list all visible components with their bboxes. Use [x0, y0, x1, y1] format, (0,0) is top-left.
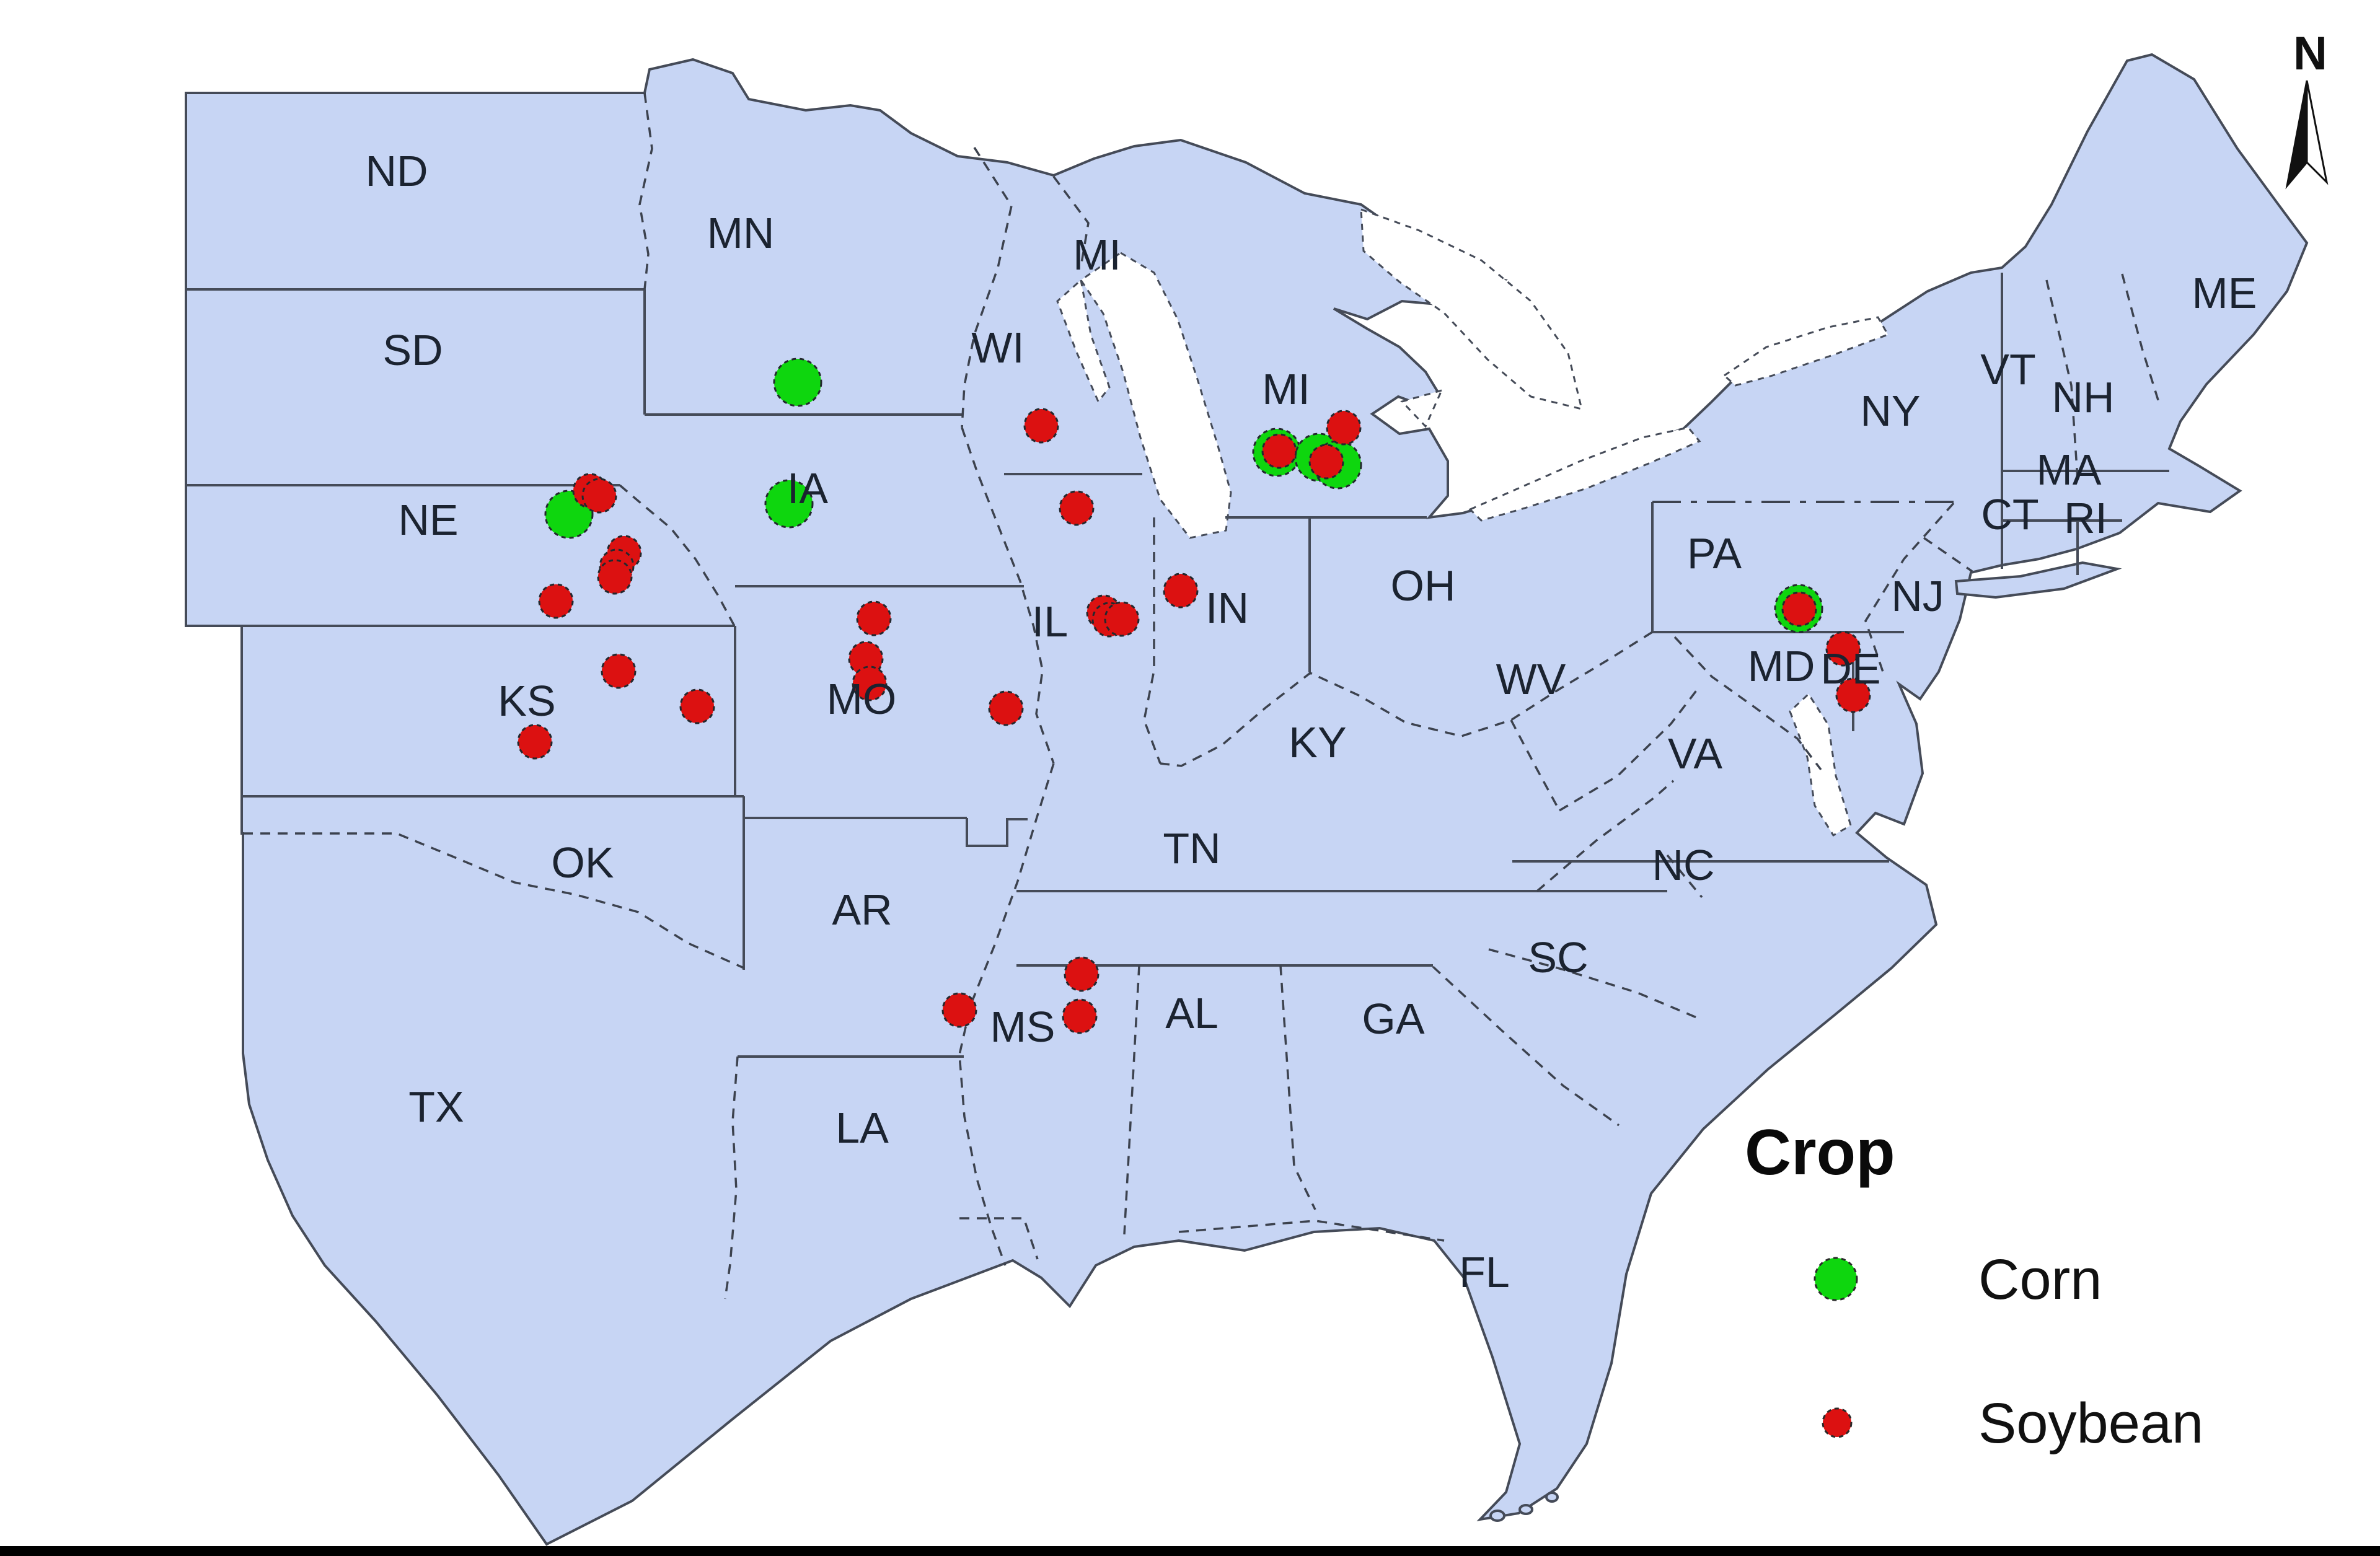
- soybean-point: [679, 688, 715, 724]
- soybean-point: [1023, 408, 1059, 444]
- state-label-nj: NJ: [1891, 572, 1944, 620]
- north-arrow-label: N: [2293, 27, 2327, 80]
- legend-title: Crop: [1745, 1117, 1895, 1189]
- state-label-la: LA: [835, 1104, 889, 1152]
- state-label-ky: KY: [1289, 718, 1346, 767]
- state-label-in: IN: [1205, 584, 1249, 632]
- state-label-il: IL: [1032, 597, 1068, 646]
- state-label-mo: MO: [827, 675, 897, 723]
- state-labels-layer: ND SD NE KS OK TX MN IA MO AR LA WI IL MI MI IN OH KY TN MS…: [365, 147, 2257, 1296]
- lake-huron: [1360, 208, 1584, 411]
- state-label-oh: OH: [1391, 561, 1456, 610]
- state-label-ia: IA: [787, 464, 828, 512]
- state-label-fl: FL: [1459, 1248, 1510, 1296]
- state-label-ga: GA: [1362, 995, 1424, 1043]
- lake-michigan: [1056, 252, 1232, 539]
- state-borders-rivers: [243, 92, 2161, 1299]
- state-label-sc: SC: [1528, 933, 1588, 982]
- state-label-ny: NY: [1860, 387, 1920, 435]
- legend: Crop Corn Soybean: [1745, 1117, 2203, 1455]
- north-arrow-needle-right: [2306, 80, 2329, 185]
- soybean-point: [601, 653, 637, 689]
- crop-points-layer: [517, 358, 1871, 1034]
- soybean-point: [1825, 631, 1861, 667]
- state-label-wi: WI: [971, 323, 1025, 372]
- state-label-va: VA: [1668, 729, 1722, 778]
- soybean-point: [1059, 490, 1095, 526]
- florida-keys-islet: [1518, 1504, 1533, 1515]
- soybean-point: [1835, 677, 1871, 713]
- lake-ontario: [1722, 316, 1890, 387]
- state-label-md: MD: [1748, 642, 1815, 690]
- chesapeake-bay: [1789, 692, 1852, 837]
- florida-keys-islet: [1489, 1510, 1505, 1522]
- state-borders-solid: [186, 273, 2169, 1058]
- soybean-point: [856, 600, 892, 636]
- soybean-point: [1163, 573, 1199, 609]
- state-label-al: AL: [1165, 989, 1219, 1037]
- state-label-nc: NC: [1652, 841, 1714, 889]
- soybean-point: [1261, 433, 1297, 469]
- soybean-point: [1308, 444, 1344, 480]
- state-label-mi: MI: [1262, 365, 1310, 413]
- state-label-mn: MN: [707, 209, 775, 257]
- state-label-me: ME: [2192, 269, 2257, 317]
- state-label-ok: OK: [551, 838, 614, 887]
- soybean-point: [852, 666, 888, 701]
- corn-point: [773, 358, 822, 407]
- state-label-sd: SD: [382, 326, 443, 374]
- state-label-ct: CT: [1981, 490, 2038, 538]
- florida-keys-islet: [1545, 1492, 1559, 1503]
- soybean-point: [988, 690, 1024, 726]
- soybean-point: [1326, 410, 1362, 446]
- corn-legend-swatch: [1814, 1257, 1858, 1301]
- state-label-ne: NE: [398, 496, 458, 544]
- soybean-point: [1781, 591, 1817, 627]
- state-label-mi: MI: [1073, 231, 1121, 279]
- soybean-point: [597, 559, 633, 595]
- state-label-vt: VT: [1980, 345, 2035, 393]
- saginaw-bay: [1400, 389, 1443, 428]
- soybean-legend-swatch: [1822, 1407, 1853, 1438]
- soybean-point: [1062, 998, 1098, 1034]
- us-landmass: [185, 53, 2309, 1546]
- north-arrow-needle-left: [2285, 80, 2308, 190]
- state-label-tn: TN: [1163, 824, 1220, 873]
- state-label-pa: PA: [1687, 529, 1742, 578]
- soybean-point: [517, 724, 553, 760]
- state-label-tx: TX: [408, 1083, 464, 1131]
- soybean-point: [538, 583, 574, 619]
- corn-legend-label: Corn: [1978, 1248, 2102, 1311]
- soybean-legend-label: Soybean: [1978, 1392, 2203, 1455]
- soybean-point: [581, 478, 617, 514]
- soybean-point: [1064, 956, 1100, 992]
- state-label-ri: RI: [2064, 494, 2107, 542]
- state-label-nh: NH: [2052, 373, 2114, 421]
- soybean-point: [941, 992, 977, 1028]
- state-label-nd: ND: [365, 147, 428, 195]
- state-label-ar: AR: [832, 886, 892, 934]
- north-arrow: N: [2285, 27, 2329, 190]
- corn-point: [764, 479, 814, 529]
- lake-erie: [1468, 426, 1701, 522]
- state-label-wv: WV: [1496, 655, 1566, 703]
- state-label-de: DE: [1820, 644, 1880, 693]
- state-label-ms: MS: [990, 1003, 1056, 1051]
- state-label-ks: KS: [498, 677, 555, 725]
- state-label-ma: MA: [2037, 446, 2102, 494]
- soybean-point: [1104, 601, 1140, 637]
- bottom-black-bar: [0, 1546, 2380, 1556]
